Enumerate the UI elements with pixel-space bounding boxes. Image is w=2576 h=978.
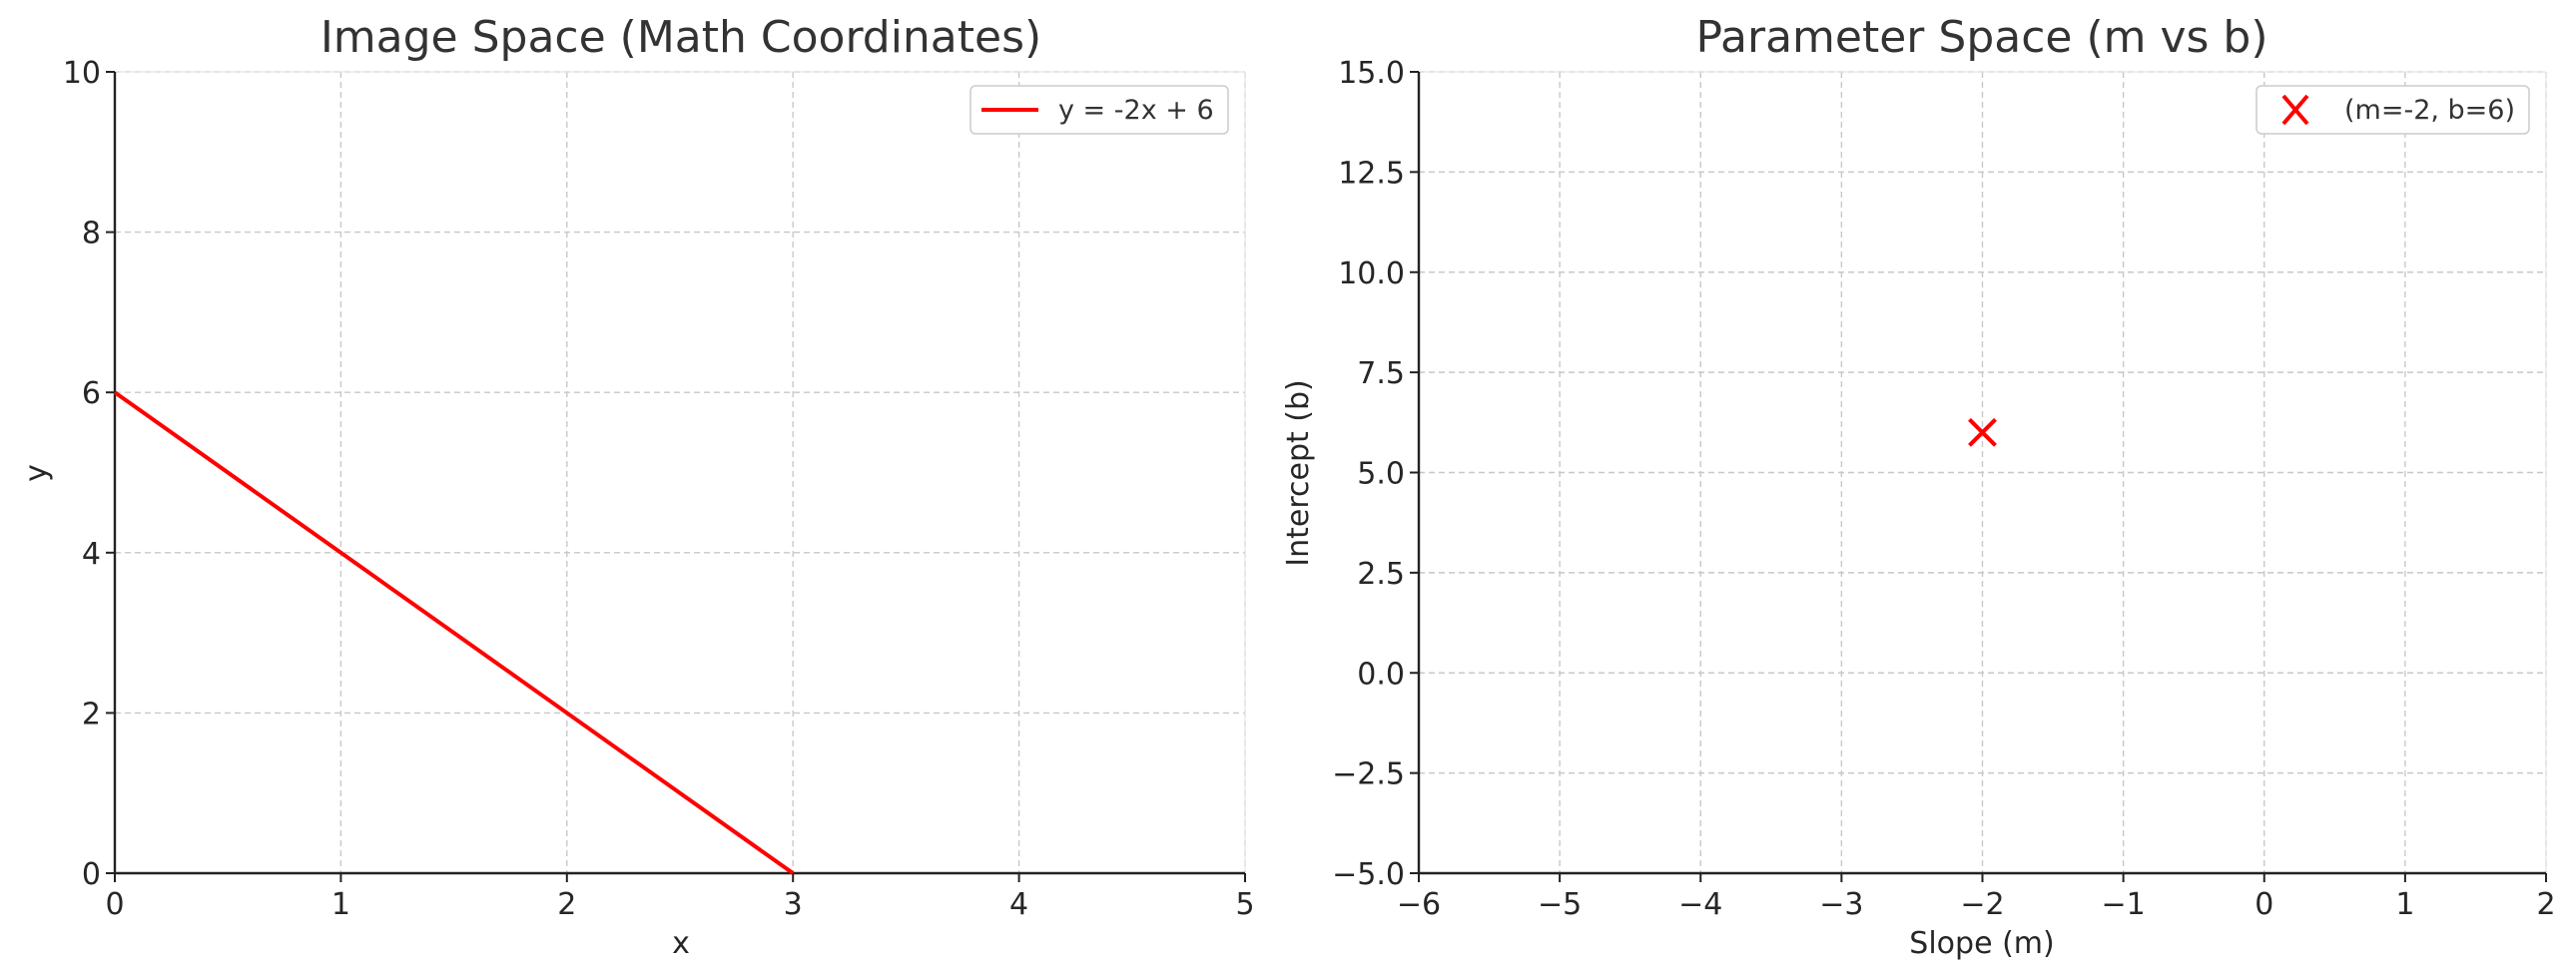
y-tick-label: 4 — [82, 537, 101, 572]
y-tick-label: 2.5 — [1357, 557, 1405, 592]
x-tick-label: 0 — [105, 887, 124, 922]
y-tick-label: 5.0 — [1357, 457, 1405, 492]
x-tick-label: 1 — [2395, 887, 2414, 922]
y-tick-label: −5.0 — [1332, 857, 1405, 892]
x-tick-label: −4 — [1678, 887, 1722, 922]
x-ticks: 0 1 2 3 4 5 — [105, 873, 1255, 922]
legend-marker-swatch — [2281, 94, 2309, 126]
grid-lines — [1418, 71, 2547, 874]
y-axis-label: Intercept (b) — [1281, 379, 1316, 567]
data-point-x-marker — [1968, 417, 1997, 447]
legend-label: (m=-2, b=6) — [2344, 95, 2515, 126]
series-layer — [113, 390, 795, 875]
x-tick-label: 2 — [557, 887, 576, 922]
x-axis-label: Slope (m) — [1909, 926, 2054, 961]
y-tick-label: −2.5 — [1332, 757, 1405, 792]
x-ticks: −6 −5 −4 −3 −2 −1 0 1 2 — [1397, 873, 2556, 922]
series-layer — [1968, 417, 1997, 447]
x-axis-label: x — [672, 926, 690, 961]
parameter-space-chart: Parameter Space (m vs b) −6 −5 −4 −3 −2 −1 0 1 2… — [1281, 12, 2556, 961]
y-ticks: −5.0 −2.5 0.0 2.5 5.0 7.5 10.0 12.5 15.0 — [1332, 56, 1419, 892]
chart-title: Image Space (Math Coordinates) — [321, 12, 1041, 63]
x-tick-label: −5 — [1538, 887, 1582, 922]
x-tick-label: −3 — [1819, 887, 1863, 922]
x-tick-label: −2 — [1960, 887, 2004, 922]
grid-lines — [114, 71, 1246, 874]
y-tick-label: 12.5 — [1338, 156, 1405, 191]
x-tick-label: 2 — [2536, 887, 2555, 922]
y-tick-label: 15.0 — [1338, 56, 1405, 91]
y-axis-label: y — [19, 464, 54, 482]
y-tick-label: 6 — [82, 376, 101, 411]
y-tick-label: 10.0 — [1338, 256, 1405, 291]
x-tick-label: 4 — [1009, 887, 1028, 922]
y-tick-label: 2 — [82, 697, 101, 732]
x-tick-label: −1 — [2102, 887, 2146, 922]
x-tick-label: −6 — [1397, 887, 1441, 922]
y-tick-label: 7.5 — [1357, 356, 1405, 391]
legend: (m=-2, b=6) — [2255, 85, 2530, 135]
image-space-chart: Image Space (Math Coordinates) 0 1 2 3 4 5 0 2… — [19, 12, 1255, 961]
legend-label: y = -2x + 6 — [1058, 95, 1214, 126]
chart-title: Parameter Space (m vs b) — [1695, 12, 2267, 63]
legend-box — [969, 85, 1229, 135]
y-tick-label: 10 — [63, 56, 101, 91]
series-line — [113, 390, 795, 875]
y-ticks: 0 2 4 6 8 10 — [63, 56, 115, 892]
legend-box — [2255, 85, 2530, 135]
y-tick-label: 8 — [82, 217, 101, 251]
legend: y = -2x + 6 — [969, 85, 1229, 135]
x-tick-label: 1 — [331, 887, 350, 922]
x-tick-label: 3 — [784, 887, 803, 922]
y-tick-label: 0.0 — [1357, 657, 1405, 692]
x-tick-label: 5 — [1235, 887, 1254, 922]
y-tick-label: 0 — [82, 857, 101, 892]
x-tick-label: 0 — [2254, 887, 2273, 922]
